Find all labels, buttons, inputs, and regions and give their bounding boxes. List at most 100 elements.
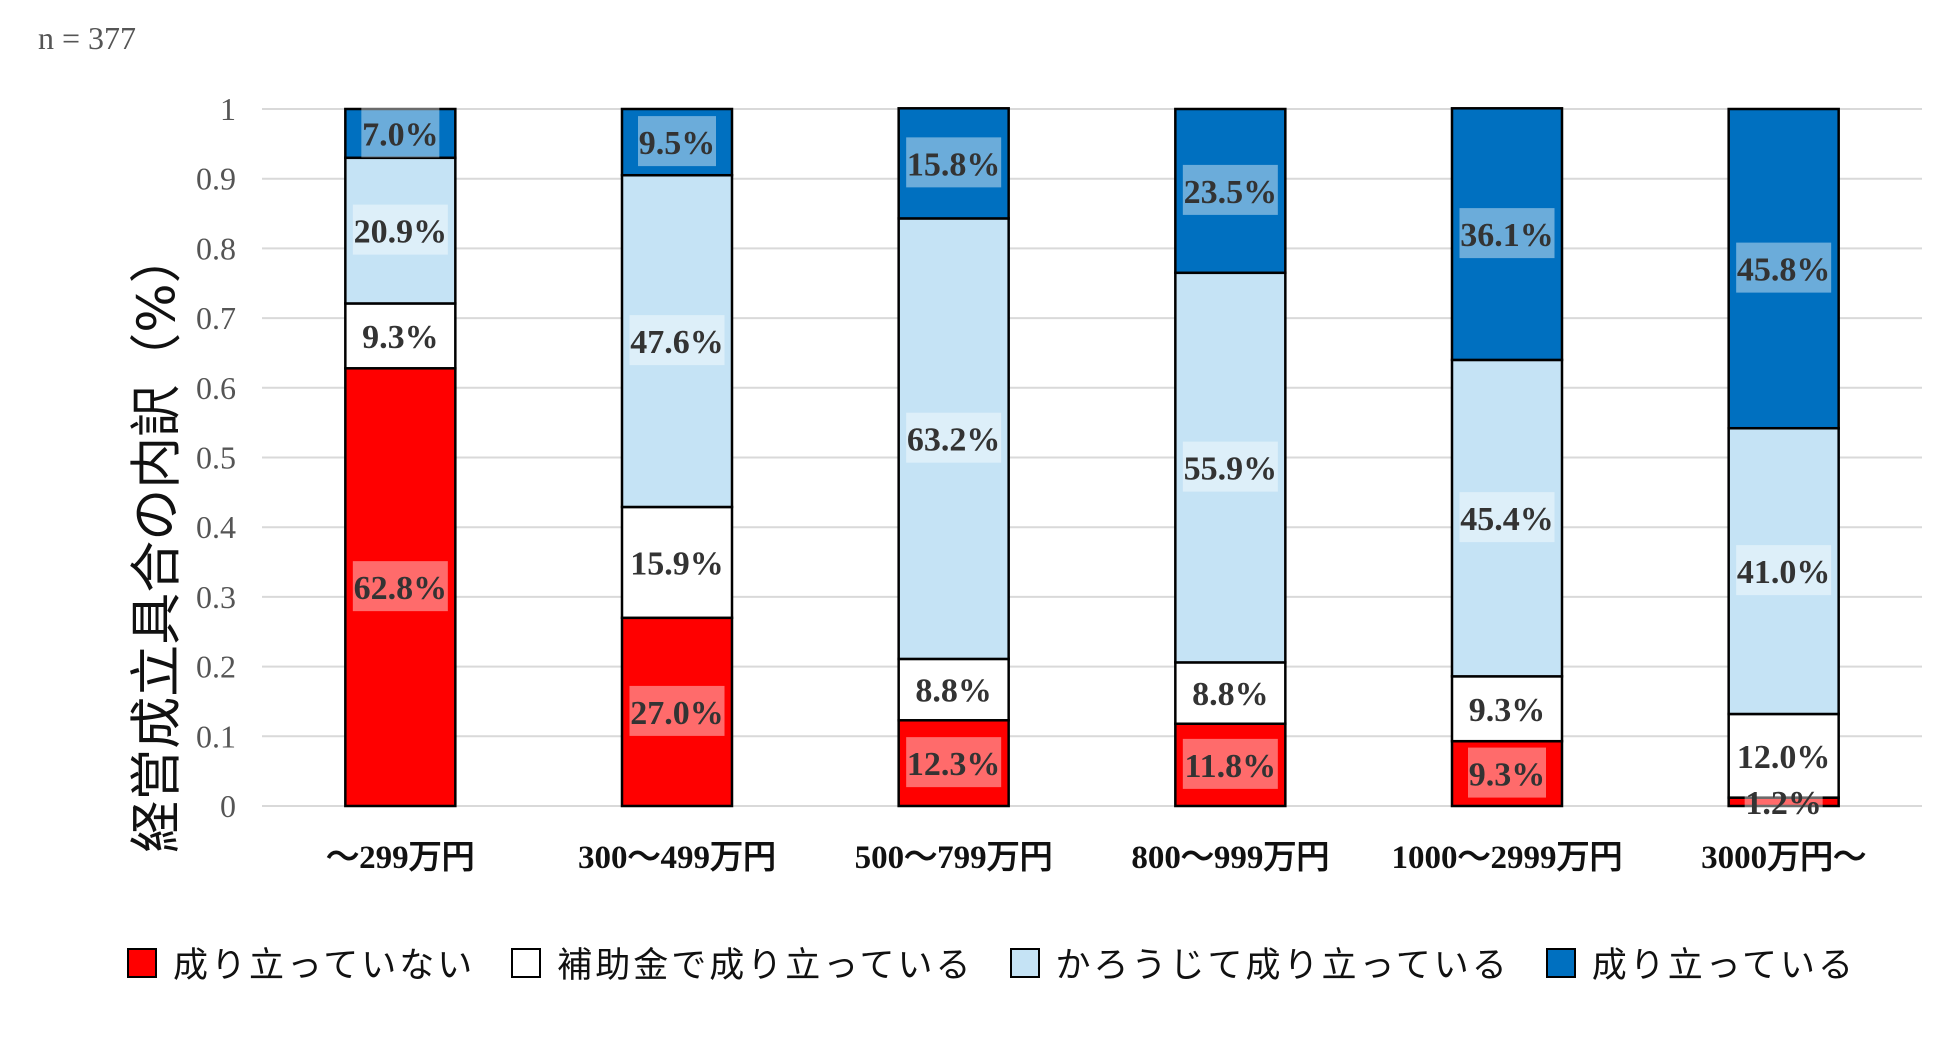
data-label: 9.3% [362,319,439,356]
data-label-background [1468,682,1546,733]
bar-segment [1450,739,1564,808]
data-label: 55.9% [1184,451,1278,488]
y-tick-label: 0.5 [196,440,236,476]
legend-swatch [1545,947,1576,978]
bar-segment [1174,661,1287,726]
data-label-background [1736,242,1832,293]
legend-swatch [511,947,542,978]
data-label: 7.0% [362,116,439,153]
data-label-background [1459,208,1555,259]
y-tick-label: 0.3 [196,579,236,615]
legend-label: 成り立っていない [173,946,476,986]
bar-segment [897,107,1010,220]
data-label-background [1744,775,1823,826]
bar-segment [620,505,734,620]
data-label: 9.5% [639,125,716,162]
bar-segment [620,173,734,509]
bar-segment [344,107,457,160]
stacked-bar-chart: 0 0.1 0.2 0.3 0.4 0.5 0.6 0.7 0.8 0.9 1 62.8% 9.3% 2… [196,91,1922,876]
gridlines [262,108,1922,807]
bars [344,107,1840,808]
bar-segment [897,657,1010,722]
bar-segment [1727,712,1840,799]
sample-size-note: n = 377 [38,20,137,56]
legend-label: 成り立っている [1591,946,1857,986]
data-label-background [1191,667,1270,718]
data-label: 27.0% [630,695,724,732]
legend-label: かろうじて成り立っている [1055,946,1510,986]
bar-segment [897,217,1010,661]
bar-segment [1174,107,1287,275]
data-label: 8.8% [915,673,992,710]
data-label: 15.8% [907,146,1001,183]
data-label: 20.9% [354,214,448,251]
data-label-background [1468,747,1546,798]
bar-segment [1174,271,1287,664]
bar-segment [1450,107,1564,362]
legend-item-viable: 成り立っている [1545,937,1857,988]
data-label-background [914,663,993,714]
data-label: 45.4% [1460,501,1554,538]
data-label-background [361,107,440,158]
data-label: 45.8% [1737,252,1831,289]
data-label-background [1182,164,1278,215]
data-label: 23.5% [1184,174,1278,211]
bar-segment [344,302,457,370]
data-label-background [1736,729,1832,780]
data-label-background [629,315,725,366]
x-tick-label: 800～999万円 [1131,840,1329,876]
bar-segment [620,616,734,808]
data-label-background [906,412,1002,463]
data-label-background [1736,545,1832,596]
data-label: 15.9% [630,545,724,582]
data-labels: 62.8% 9.3% 20.9% 7.0% 27.0% 15.9% 47.6% 9.5% 12.… [352,107,1832,826]
legend-label: 補助金で成り立っている [557,946,974,986]
data-label: 9.3% [1469,692,1546,729]
bar-segment [1174,722,1287,808]
y-tick-label: 1 [220,91,236,127]
data-label: 62.8% [354,570,448,607]
data-label: 36.1% [1460,217,1554,254]
data-label-background [1459,492,1555,543]
bar-segment [344,367,457,808]
x-tick-label: ～299万円 [326,840,475,876]
data-label: 12.3% [907,746,1001,783]
bar-segment [1727,107,1840,430]
bar-segment [344,156,457,305]
data-label-background [638,116,716,167]
data-label-background [1182,738,1278,789]
data-label: 41.0% [1737,554,1831,591]
data-label: 11.8% [1185,748,1277,785]
bar-segment [1727,426,1840,716]
legend-item-not-viable: 成り立っていない [127,937,475,988]
y-tick-label: 0.1 [196,718,236,754]
y-tick-labels: 0 0.1 0.2 0.3 0.4 0.5 0.6 0.7 0.8 0.9 1 [196,91,236,824]
legend-item-subsidy-viable: 補助金で成り立っている [511,937,973,988]
data-label: 8.8% [1192,676,1269,713]
y-tick-label: 0 [220,788,236,824]
bar-segment [897,719,1010,808]
data-label: 9.3% [1469,757,1546,794]
x-tick-label: 500～799万円 [855,840,1053,876]
bar-segment [1450,358,1564,678]
legend: 成り立っていない 補助金で成り立っている かろうじて成り立っている 成り立ってい… [127,937,1892,988]
data-label-background [361,309,440,360]
data-label-background [629,685,725,736]
data-label: 47.6% [630,324,724,361]
data-label-background [629,536,725,587]
data-label-background [352,561,448,612]
x-tick-label: 3000万円～ [1701,840,1866,876]
data-label-background [906,137,1002,188]
data-label: 1.2% [1745,785,1822,822]
y-tick-label: 0.7 [196,300,236,336]
y-tick-label: 0.9 [196,161,236,197]
y-tick-label: 0.2 [196,649,236,685]
bar-segment [1450,675,1564,743]
data-label: 63.2% [907,422,1001,459]
bar-segment [620,107,734,177]
legend-swatch [127,947,157,978]
legend-swatch [1009,947,1040,978]
x-tick-label: 1000～2999万円 [1392,840,1623,876]
data-label-background [1182,441,1278,492]
data-label-background [352,204,448,255]
